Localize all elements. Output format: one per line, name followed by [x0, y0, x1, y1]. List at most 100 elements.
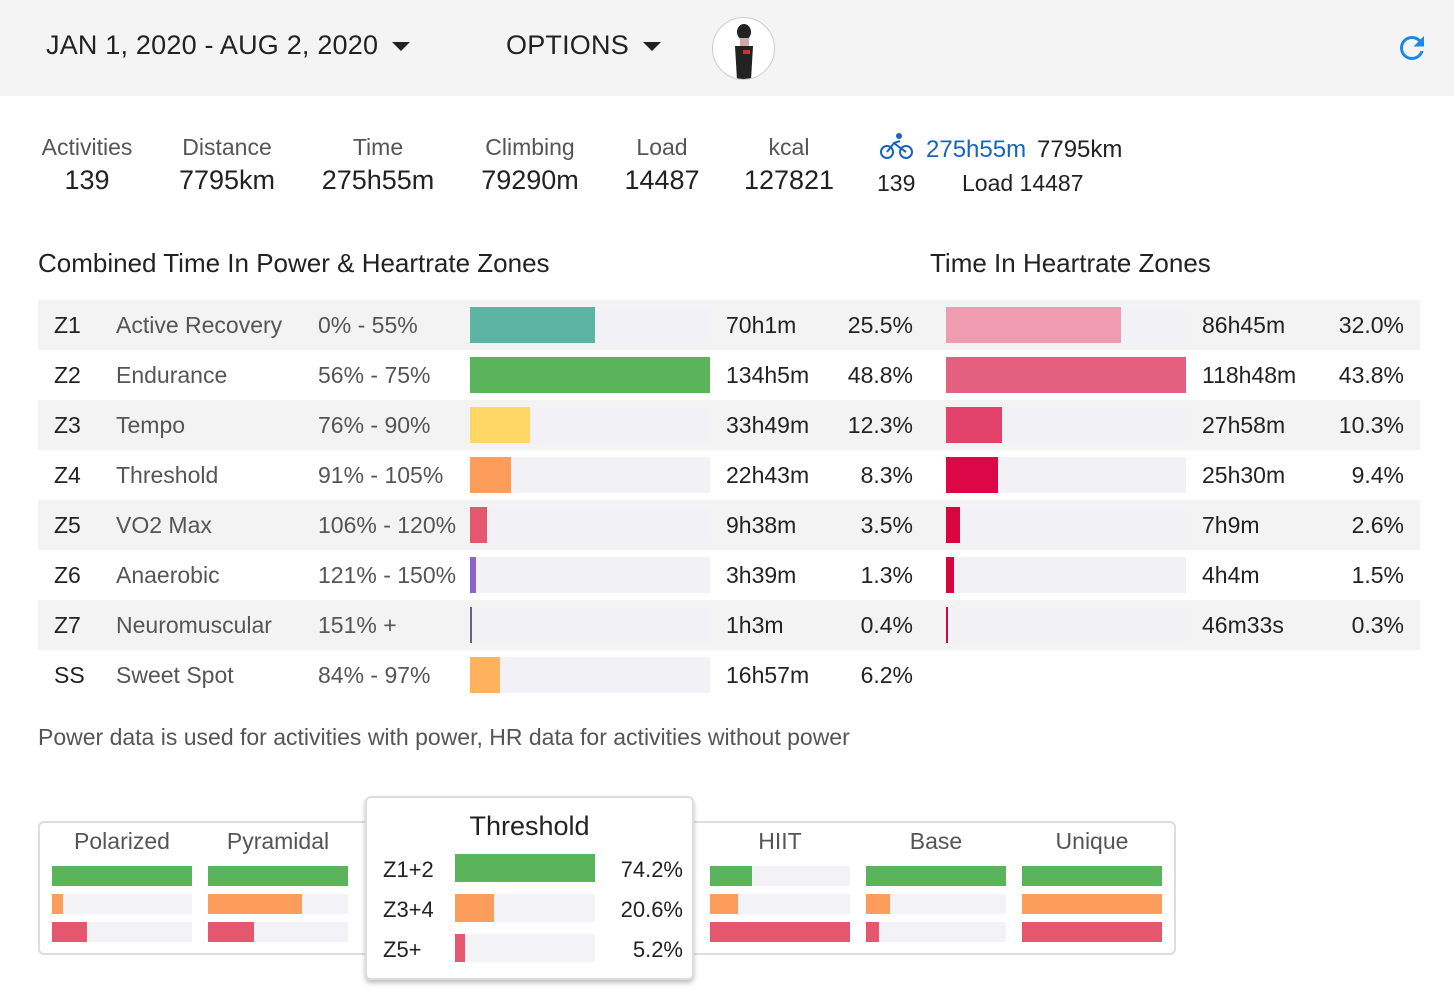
zone-row: Z3 Tempo 76% - 90% 33h49m 12.3% 27h58m 1…	[38, 400, 1420, 450]
distribution-bar	[208, 866, 348, 886]
hr-zone-time: 27h58m	[1202, 412, 1286, 438]
zone-code: Z3	[54, 412, 81, 438]
zone-code: Z1	[54, 312, 81, 338]
hr-zone-bar	[946, 457, 1186, 493]
zone-name: Sweet Spot	[116, 662, 234, 688]
zone-code: Z7	[54, 612, 81, 638]
distribution-unique[interactable]: Unique	[1022, 828, 1162, 950]
distribution-row-bar	[455, 934, 595, 962]
zone-name: Anaerobic	[116, 562, 220, 588]
options-dropdown[interactable]: OPTIONS	[506, 30, 661, 61]
stat-value: 14487	[624, 165, 700, 195]
distribution-row-bar-fill	[455, 854, 595, 882]
distribution-pyramidal[interactable]: Pyramidal	[208, 828, 348, 950]
zone-code: Z4	[54, 462, 81, 488]
stat-activities: Activities 139	[7, 134, 167, 196]
hr-zone-time: 86h45m	[1202, 312, 1286, 338]
zone-bar	[470, 407, 710, 443]
zone-pct: 48.8%	[847, 362, 913, 388]
distribution-bar	[52, 894, 192, 914]
distribution-row-pct: 74.2%	[620, 857, 683, 882]
distribution-label: HIIT	[758, 828, 802, 854]
zone-row: SS Sweet Spot 84% - 97% 16h57m 6.2%	[38, 650, 1420, 700]
distribution-row-bar-fill	[455, 934, 465, 962]
zone-pct: 3.5%	[860, 512, 913, 538]
distribution-bar-fill	[208, 922, 255, 942]
distribution-row-bar-fill	[455, 894, 495, 922]
hr-zone-bar-fill	[946, 357, 1186, 393]
stat-label: kcal	[768, 134, 810, 160]
zone-time: 3h39m	[726, 562, 797, 588]
zone-bar	[470, 457, 710, 493]
zone-pct: 0.4%	[860, 612, 913, 638]
zone-pct: 6.2%	[860, 662, 913, 688]
avatar[interactable]	[712, 17, 775, 80]
distribution-row-bar	[455, 894, 595, 922]
sport-time: 275h55m	[926, 136, 1027, 163]
sport-distance: 7795km	[1037, 136, 1123, 163]
distribution-bar	[208, 894, 348, 914]
stat-load: Load 14487	[582, 134, 742, 196]
distribution-row-label: Z3+4	[383, 897, 434, 922]
zone-pct: 8.3%	[860, 462, 913, 488]
hr-zone-pct: 1.5%	[1351, 562, 1404, 588]
zone-bar-fill	[470, 607, 472, 643]
distribution-row: Z1+2 74.2%	[383, 854, 683, 884]
distribution-bar	[1022, 894, 1162, 914]
zone-time: 22h43m	[726, 462, 810, 488]
distribution-bar-fill	[52, 894, 64, 914]
distribution-bar	[208, 922, 348, 942]
hr-zone-pct: 0.3%	[1351, 612, 1404, 638]
zone-bar-fill	[470, 457, 511, 493]
distribution-bar	[710, 894, 850, 914]
distribution-hiit[interactable]: HIIT	[710, 828, 850, 950]
distribution-label: Polarized	[74, 828, 170, 854]
zone-bar	[470, 557, 710, 593]
stat-value: 139	[64, 165, 110, 195]
distribution-bar-fill	[710, 866, 752, 886]
selected-distribution-title: Threshold	[469, 811, 590, 841]
hr-zone-time: 4h4m	[1202, 562, 1260, 588]
zone-name: Endurance	[116, 362, 228, 388]
distribution-row-label: Z5+	[383, 937, 422, 962]
distribution-base[interactable]: Base	[866, 828, 1006, 950]
stat-value: 275h55m	[321, 165, 435, 195]
distribution-polarized[interactable]: Polarized	[52, 828, 192, 950]
zone-time: 16h57m	[726, 662, 810, 688]
hr-zone-pct: 9.4%	[1351, 462, 1404, 488]
distribution-row-pct: 20.6%	[620, 897, 683, 922]
zone-row: Z6 Anaerobic 121% - 150% 3h39m 1.3% 4h4m…	[38, 550, 1420, 600]
zone-bar-fill	[470, 357, 710, 393]
hr-zone-bar-fill	[946, 607, 948, 643]
distribution-bar	[710, 922, 850, 942]
distribution-bar	[866, 866, 1006, 886]
distribution-row-pct: 5.2%	[632, 937, 683, 962]
stat-label: Time	[352, 134, 404, 160]
hr-zone-bar	[946, 357, 1186, 393]
distribution-bar-fill	[208, 894, 302, 914]
sport-load: Load 14487	[962, 170, 1084, 196]
date-range-label: JAN 1, 2020 - AUG 2, 2020	[46, 30, 379, 60]
stat-label: Climbing	[485, 134, 575, 160]
distribution-label: Unique	[1055, 828, 1129, 854]
zone-time: 33h49m	[726, 412, 810, 438]
zone-name: Neuromuscular	[116, 612, 272, 638]
distribution-selected-card[interactable]: Threshold Z1+2 74.2% Z3+4 20.6% Z5+ 5.2%	[365, 796, 694, 980]
stat-distance: Distance 7795km	[147, 134, 307, 196]
sport-count: 139	[877, 170, 916, 196]
hr-zone-bar-fill	[946, 507, 961, 543]
date-range-dropdown[interactable]: JAN 1, 2020 - AUG 2, 2020	[46, 30, 411, 61]
stat-value: 79290m	[481, 165, 579, 195]
zone-bar	[470, 657, 710, 693]
caret-down-icon	[392, 42, 411, 52]
zone-row: Z1 Active Recovery 0% - 55% 70h1m 25.5% …	[38, 300, 1420, 350]
zone-bar-fill	[470, 407, 531, 443]
zone-code: SS	[54, 662, 85, 688]
zone-bar-fill	[470, 507, 488, 543]
distribution-bar	[1022, 922, 1162, 942]
hr-zone-pct: 43.8%	[1338, 362, 1404, 388]
refresh-icon[interactable]	[1394, 30, 1430, 66]
hr-zone-time: 46m33s	[1202, 612, 1284, 638]
zone-range: 91% - 105%	[318, 462, 444, 488]
hr-zone-bar	[946, 607, 1186, 643]
